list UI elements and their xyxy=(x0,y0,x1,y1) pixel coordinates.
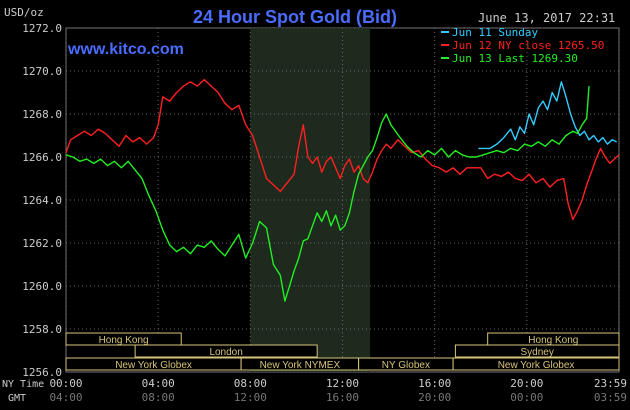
market-session-label: New York NYMEX xyxy=(260,360,341,371)
market-session-label: Sydney xyxy=(521,347,554,358)
series-line xyxy=(65,78,620,221)
market-session-label: New York Globex xyxy=(115,360,192,371)
y-tick-label: 1260.0 xyxy=(22,280,62,293)
market-session-bars: Hong Kong Hong Kong London Sydney New York G… xyxy=(65,332,620,371)
market-session-label: Hong Kong xyxy=(528,335,578,346)
y-axis-ticks: 1256.0 1258.0 1260.0 1262.0 1264.0 1266.0 1268… xyxy=(22,22,62,379)
x-tick-label-gmt: 16:00 xyxy=(326,391,359,404)
x-tick-label-gmt: 12:00 xyxy=(234,391,267,404)
y-tick-label: 1266.0 xyxy=(22,151,62,164)
x-tick-label-gmt: 03:59 xyxy=(594,391,627,404)
x-tick-label-ny: 20:00 xyxy=(510,377,543,390)
market-session-bar xyxy=(134,344,318,358)
market-session-label: NY Globex xyxy=(382,360,430,371)
x-tick-label-gmt: 04:00 xyxy=(49,391,82,404)
x-tick-label-gmt: 00:00 xyxy=(510,391,543,404)
y-tick-label: 1272.0 xyxy=(22,22,62,35)
market-session-label: New York Globex xyxy=(498,360,575,371)
x-row2-label: GMT xyxy=(8,393,26,404)
y-unit-label: USD/oz xyxy=(4,6,44,19)
x-tick-label-ny: 04:00 xyxy=(142,377,175,390)
legend-entry: Jun 13 Last 1269.30 xyxy=(452,52,578,65)
grid-lines xyxy=(65,27,620,373)
x-axis-ticks: 00:0004:0004:0008:0008:0012:0012:0016:00… xyxy=(49,377,627,404)
market-session-bar xyxy=(454,344,620,358)
legend-entry: Jun 12 NY close 1265.50 xyxy=(452,39,604,52)
series-line xyxy=(65,86,590,302)
x-tick-label-ny: 23:59 xyxy=(594,377,627,390)
x-tick-label-gmt: 20:00 xyxy=(418,391,451,404)
market-session-bar xyxy=(65,332,182,346)
market-session-bar xyxy=(452,357,620,371)
series-line xyxy=(478,81,617,150)
x-row1-label: NY Time xyxy=(2,379,44,390)
data-series xyxy=(65,78,620,302)
y-tick-label: 1268.0 xyxy=(22,108,62,121)
y-tick-label: 1270.0 xyxy=(22,65,62,78)
timestamp: June 13, 2017 22:31 xyxy=(478,11,615,25)
x-tick-label-ny: 08:00 xyxy=(234,377,267,390)
y-tick-label: 1262.0 xyxy=(22,237,62,250)
x-tick-label-ny: 16:00 xyxy=(418,377,451,390)
x-tick-label-gmt: 08:00 xyxy=(142,391,175,404)
y-tick-label: 1264.0 xyxy=(22,194,62,207)
chart-title: 24 Hour Spot Gold (Bid) xyxy=(193,7,397,27)
x-tick-label-ny: 00:00 xyxy=(49,377,82,390)
x-tick-label-ny: 12:00 xyxy=(326,377,359,390)
market-session-label: Hong Kong xyxy=(99,335,149,346)
legend-entry: Jun 11 Sunday xyxy=(452,26,538,39)
kitco-watermark: www.kitco.com xyxy=(67,41,184,58)
y-tick-label: 1256.0 xyxy=(22,366,62,379)
y-tick-label: 1258.0 xyxy=(22,323,62,336)
market-session-label: London xyxy=(209,347,242,358)
